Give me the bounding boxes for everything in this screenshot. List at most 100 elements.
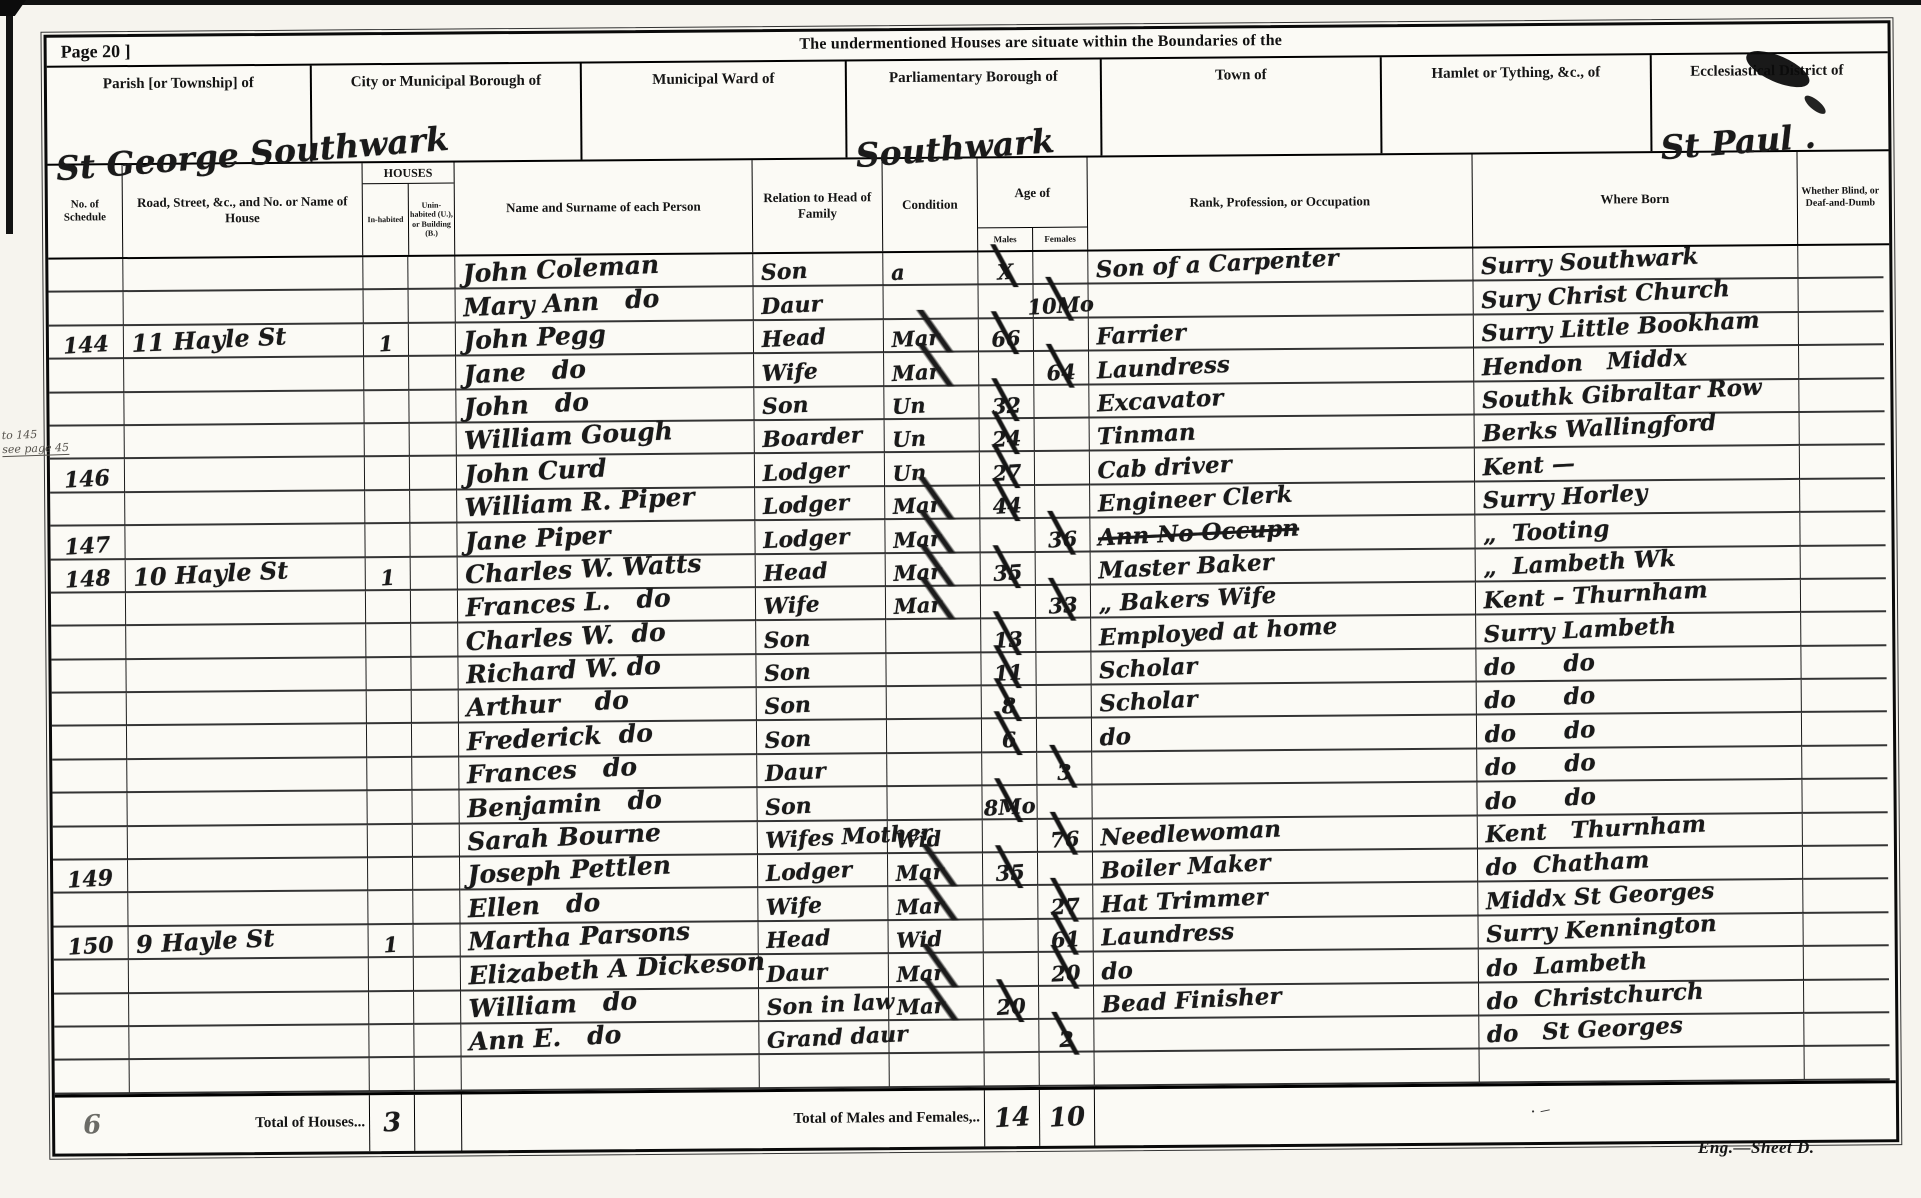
value-ageF-row11: 33 bbox=[1047, 592, 1079, 619]
colhead-age-group: Age of Males Females bbox=[977, 157, 1089, 251]
box-hamlet: Hamlet or Tything, &c., of bbox=[1381, 55, 1653, 154]
value-ageM-row3: 66 bbox=[990, 325, 1022, 353]
cell-sched-row20 bbox=[53, 893, 129, 928]
value-name-row19: Joseph Pettlen bbox=[466, 850, 672, 890]
cell-inh-row25 bbox=[369, 1058, 415, 1092]
cell-born-row3: Surry Little Bookham bbox=[1473, 307, 1800, 349]
cell-cond-row6: Un bbox=[884, 419, 980, 454]
value-born-row19: do Chatham bbox=[1484, 846, 1651, 882]
cell-name-row14: Arthur do bbox=[458, 686, 757, 724]
cell-cond-row25 bbox=[889, 1053, 985, 1088]
cell-inh-row13 bbox=[366, 657, 412, 692]
cell-ageF-row14 bbox=[1036, 685, 1092, 720]
cell-born-row12: Surry Lambeth bbox=[1476, 611, 1802, 650]
cell-uninh-row22 bbox=[413, 957, 462, 992]
value-rel-row2: Daur bbox=[760, 290, 823, 320]
value-occ-row7: Cab driver bbox=[1096, 450, 1233, 485]
value-sched-row7: 146 bbox=[63, 464, 111, 494]
cell-ageF-row5 bbox=[1034, 385, 1090, 419]
cell-blind-row14 bbox=[1801, 679, 1887, 714]
cell-born-row10: „ Lambeth Wk bbox=[1475, 544, 1801, 583]
value-rel-row7: Lodger bbox=[761, 456, 850, 487]
cell-uninh-row6 bbox=[409, 423, 457, 458]
value-occ-row12: Employed at home bbox=[1098, 612, 1338, 652]
value-rel-row23: Son in law bbox=[766, 988, 895, 1022]
cell-ageF-row16: 3 bbox=[1037, 752, 1093, 787]
cell-rel-row18: Wifes Mother bbox=[757, 820, 933, 856]
value-occ-row5: Excavator bbox=[1096, 384, 1224, 418]
cell-rel-row9: Lodger bbox=[755, 520, 886, 555]
totals-spacer-2 bbox=[1095, 1083, 1890, 1145]
value-name-row4: Jane do bbox=[462, 353, 587, 389]
colhead-inhabited: In-habited bbox=[362, 183, 410, 256]
value-cond-row5: Un bbox=[891, 392, 927, 420]
value-rel-row4: Wife bbox=[761, 357, 819, 387]
value-rel-row19: Lodger bbox=[765, 857, 853, 888]
cell-ageM-row17: 8Mo bbox=[982, 786, 1038, 820]
cell-inh-row3: 1 bbox=[363, 323, 410, 358]
cell-uninh-row24 bbox=[414, 1024, 462, 1059]
cell-sched-row9: 147 bbox=[50, 526, 126, 561]
cell-born-row24: do St Georges bbox=[1479, 1012, 1805, 1050]
cell-inh-row15 bbox=[366, 724, 413, 759]
value-born-row18: Kent Thurnham bbox=[1484, 810, 1707, 849]
cell-occ-row5: Excavator bbox=[1089, 382, 1475, 419]
cell-born-row1: Surry Southwark bbox=[1473, 243, 1799, 282]
cell-occ-row3: Farrier bbox=[1088, 315, 1475, 352]
value-occ-row4: Laundress bbox=[1096, 350, 1231, 385]
value-occ-row23: Bead Finisher bbox=[1101, 982, 1283, 1019]
total-males-value: 14 bbox=[984, 1089, 1041, 1147]
cell-uninh-row17 bbox=[412, 790, 460, 825]
value-born-row10: „ Lambeth Wk bbox=[1482, 544, 1677, 582]
value-sched-row9: 147 bbox=[63, 531, 112, 561]
cell-road-row25 bbox=[129, 1058, 370, 1094]
box-parish: Parish [or Township] of St George Southwa… bbox=[46, 65, 450, 188]
cell-occ-row4: Laundress bbox=[1089, 348, 1475, 386]
cell-born-row6: Berks Wallingford bbox=[1474, 409, 1800, 449]
cell-blind-row23 bbox=[1803, 979, 1890, 1014]
cell-blind-row16 bbox=[1802, 746, 1888, 781]
value-born-row14: do do bbox=[1483, 682, 1596, 715]
cell-inh-row21: 1 bbox=[368, 924, 414, 959]
value-born-row12: Surry Lambeth bbox=[1483, 611, 1677, 649]
cell-blind-row9 bbox=[1800, 512, 1886, 547]
value-occ-row10: Master Baker bbox=[1097, 548, 1275, 585]
cell-road-row21: 9 Hayle St bbox=[128, 923, 369, 961]
pencil-dash-mark: · – bbox=[1528, 1098, 1552, 1122]
cell-name-row17: Benjamin do bbox=[459, 784, 758, 825]
cell-occ-row19: Boiler Maker bbox=[1092, 849, 1479, 886]
cell-blind-row24 bbox=[1804, 1013, 1890, 1048]
value-cond-row4: Mar bbox=[891, 358, 941, 386]
cell-road-row16 bbox=[127, 758, 368, 794]
cell-rel-row24: Grand daur bbox=[759, 1021, 908, 1056]
box-label-municipal-ward: Municipal Ward of bbox=[652, 70, 775, 88]
scan-edge-artifact-top bbox=[0, 0, 1921, 5]
cell-cond-row5: Un bbox=[884, 385, 980, 421]
cell-rel-row17: Son bbox=[757, 787, 888, 822]
cell-rel-row2: Daur bbox=[753, 286, 884, 321]
cell-born-row16: do do bbox=[1477, 746, 1803, 783]
value-rel-row12: Son bbox=[763, 625, 811, 654]
value-occ-row21: Laundress bbox=[1100, 918, 1235, 952]
cell-sched-row17 bbox=[52, 793, 128, 828]
value-name-row11: Frances L. do bbox=[464, 583, 672, 623]
cell-rel-row12: Son bbox=[756, 620, 887, 655]
colhead-blind: Whether Blind, or Deaf-and-Dumb bbox=[1801, 185, 1880, 209]
cell-inh-row19 bbox=[367, 857, 414, 892]
value-rel-row17: Son bbox=[764, 792, 813, 821]
cell-road-row22 bbox=[128, 958, 370, 994]
cell-occ-row25 bbox=[1094, 1049, 1480, 1087]
cell-ageM-row23: 20 bbox=[984, 986, 1040, 1021]
cell-uninh-row2 bbox=[408, 289, 456, 324]
cell-inh-row24 bbox=[369, 1024, 415, 1059]
cell-ageF-row25 bbox=[1039, 1052, 1095, 1087]
value-ageF-row24: 2 bbox=[1058, 1026, 1075, 1053]
cell-uninh-row5 bbox=[409, 390, 457, 424]
cell-rel-row20: Wife bbox=[758, 887, 889, 922]
cell-name-row12: Charles W. do bbox=[458, 617, 757, 658]
value-occ-row1: Son of a Carpenter bbox=[1095, 244, 1340, 284]
value-name-row17: Benjamin do bbox=[466, 784, 663, 824]
cell-ageF-row9: 36 bbox=[1035, 518, 1091, 553]
cell-ageM-row1: X bbox=[978, 251, 1034, 286]
